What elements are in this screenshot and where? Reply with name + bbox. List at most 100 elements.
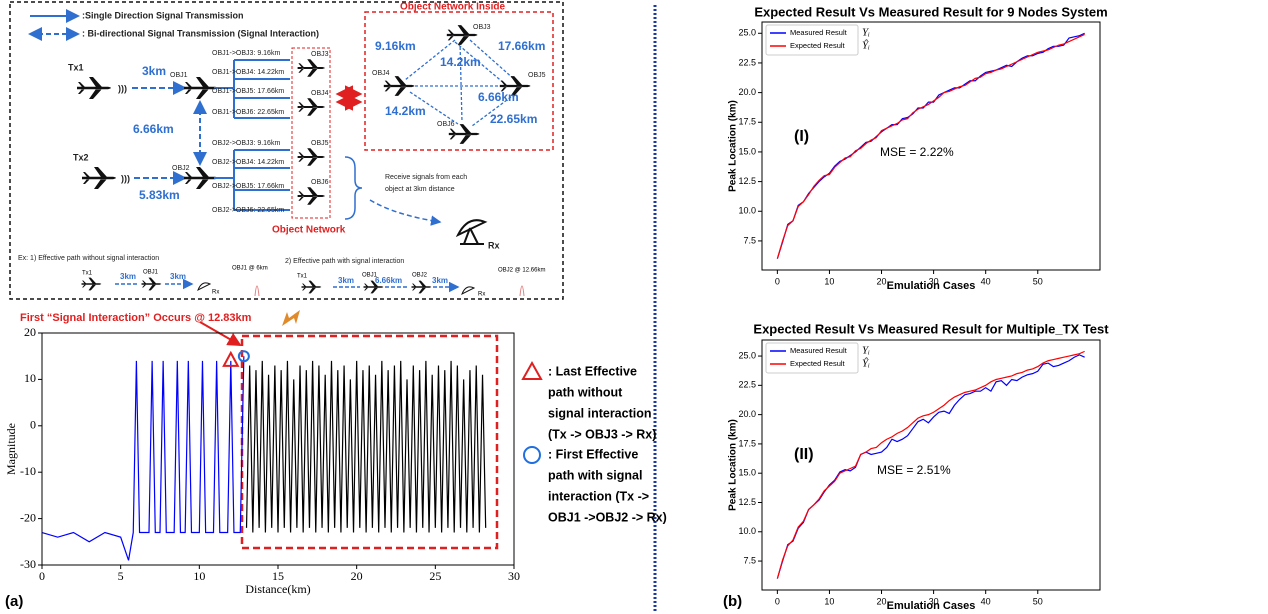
inside-edges <box>404 39 516 127</box>
example-label: 3km <box>120 272 136 281</box>
marker-legend-text: : First Effective <box>548 447 638 461</box>
x-tick-label: 0 <box>775 276 780 286</box>
x-axis-label: Emulation Cases <box>887 600 976 612</box>
plane <box>297 148 325 166</box>
object-label: OBJ2 <box>172 165 190 172</box>
panel-tag: (I) <box>794 128 809 145</box>
waves: ))) <box>121 173 130 183</box>
diagram: :Single Direction Signal Transmission : … <box>9 1 564 300</box>
example-label: 3km <box>170 272 186 281</box>
node-label: OBJ3 <box>311 51 329 58</box>
distance-label: 5.83km <box>139 188 180 202</box>
chart-title: Expected Result Vs Measured Result for M… <box>753 321 1109 336</box>
path-label: OBJ2->OBJ3: 9.16km <box>212 140 280 147</box>
example-peak: OBJ1 @ 6km <box>232 266 268 272</box>
example-label: 6.66km <box>375 276 402 285</box>
example-2: Tx1 3km OBJ1 6.66km OBJ2 3km Rx OBJ2 @ 1… <box>297 268 545 298</box>
example-label: 3km <box>338 276 354 285</box>
y-tick-label: 7.5 <box>743 555 756 565</box>
legend-box <box>765 24 859 56</box>
x-tick-label: 10 <box>824 596 834 606</box>
edge-label: 14.2km <box>440 55 481 69</box>
example-label: 3km <box>432 276 448 285</box>
x-tick-label: 30 <box>929 276 939 286</box>
node-label: OBJ4 <box>372 70 390 77</box>
x-tick-label: 50 <box>1033 276 1043 286</box>
legend-symbol: Ŷᵢ <box>862 358 870 370</box>
path-label: OBJ2->OBJ4: 14.22km <box>212 159 284 166</box>
legend-symbol: Ŷᵢ <box>862 40 870 52</box>
x-tick-label: 20 <box>877 276 887 286</box>
example-label: OBJ1 <box>143 270 159 276</box>
brace <box>344 156 363 220</box>
panel-tag: (II) <box>794 446 814 463</box>
x-tick-label: 40 <box>981 596 991 606</box>
y-tick-label: -10 <box>20 464 36 478</box>
legend-circle <box>523 446 541 464</box>
y-tick-label: 20 <box>24 325 36 339</box>
example-title: Ex: 1) Effective path without signal int… <box>18 255 159 262</box>
x-tick-label: 25 <box>429 569 441 583</box>
legend-text: :Single Direction Signal Transmission <box>82 10 244 20</box>
distance-label: 6.66km <box>133 122 174 136</box>
chart-annotation: MSE = 2.22% <box>880 145 954 159</box>
object-label: OBJ1 <box>170 72 188 79</box>
x-axis-label: Distance(km) <box>245 582 310 596</box>
y-tick-label: 12.5 <box>738 176 756 186</box>
marker-legend-text: : Last Effective <box>548 364 637 378</box>
legend-label: Measured Result <box>790 28 848 37</box>
plane <box>77 77 111 99</box>
example-title: 2) Effective path with signal interactio… <box>285 258 404 265</box>
panel-label: (b) <box>723 593 742 610</box>
y-tick-label: 20.0 <box>738 409 756 419</box>
marker-legend-text: path without <box>548 385 623 399</box>
node-label: OBJ6 <box>437 121 455 128</box>
marker-legend-text: signal interaction <box>548 406 652 420</box>
example-label: Tx1 <box>82 271 93 277</box>
y-tick-label: -20 <box>20 510 36 524</box>
y-tick-label: 25.0 <box>738 28 756 38</box>
node-label: OBJ6 <box>311 179 329 186</box>
inside-title: Object Network Inside <box>400 2 505 13</box>
x-tick-label: 10 <box>193 569 205 583</box>
receiver-label: Rx <box>488 240 500 250</box>
plane <box>383 76 415 96</box>
receiver-note: Receive signals from each <box>385 174 467 181</box>
path-label: OBJ2->OBJ5: 17.66km <box>212 183 284 190</box>
series-line <box>776 350 1085 579</box>
edge-label: 9.16km <box>375 39 416 53</box>
marker-legend-text: interaction (Tx -> <box>548 489 649 503</box>
panel-label: (a) <box>5 593 23 610</box>
x-tick-label: 50 <box>1033 596 1043 606</box>
diagram-border <box>9 1 564 300</box>
plot-frame <box>761 21 1101 271</box>
y-tick-label: 17.5 <box>738 438 756 448</box>
series-line <box>41 356 245 561</box>
legend-box <box>765 342 859 374</box>
x-tick-label: 0 <box>775 596 780 606</box>
node-label: OBJ5 <box>528 72 546 79</box>
example-1: Tx1 3km OBJ1 3km Rx OBJ1 @ 6km <box>81 266 268 297</box>
y-tick-label: 22.5 <box>738 57 756 67</box>
distance-label: 3km <box>142 64 166 78</box>
y-tick-label: 10.0 <box>738 206 756 216</box>
y-tick-label: 25.0 <box>738 350 756 360</box>
y-axis-label: Magnitude <box>4 423 18 475</box>
legend-label: Expected Result <box>790 41 846 50</box>
node-label: OBJ4 <box>311 90 329 97</box>
edge-label: 17.66km <box>498 39 545 53</box>
plot-frame <box>761 339 1101 591</box>
x-axis-label: Emulation Cases <box>887 280 976 292</box>
example-label: Rx <box>478 292 485 298</box>
y-tick-label: 10.0 <box>738 526 756 536</box>
marker-legend-text: path with signal <box>548 468 642 482</box>
edge-label: 14.2km <box>385 104 426 118</box>
edge-label: 6.66km <box>478 90 519 104</box>
plane <box>82 167 116 189</box>
legend-triangle <box>521 360 543 380</box>
path-label: OBJ1->OBJ4: 14.22km <box>212 69 284 76</box>
x-tick-label: 30 <box>508 569 520 583</box>
example-label: Rx <box>212 290 219 296</box>
y-tick-label: 15.0 <box>738 146 756 156</box>
